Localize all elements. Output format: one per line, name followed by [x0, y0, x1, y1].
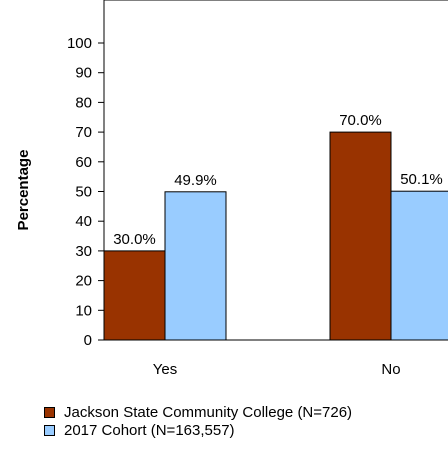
bar-no-series-1 — [390, 190, 448, 341]
data-label: 50.1% — [400, 171, 443, 188]
data-label: 70.0% — [339, 112, 382, 129]
y-tick-label: 50 — [75, 184, 92, 201]
y-tick-label: 20 — [75, 273, 92, 290]
category-label: No — [381, 361, 400, 378]
category-label: Yes — [153, 361, 177, 378]
y-tick-label: 90 — [75, 65, 92, 82]
y-tick-label: 10 — [75, 302, 92, 319]
legend-item-cohort: 2017 Cohort (N=163,557) — [44, 421, 352, 439]
legend: Jackson State Community College (N=726) … — [44, 403, 352, 439]
legend-label-college: Jackson State Community College (N=726) — [64, 403, 353, 421]
bar-no-series-0 — [329, 131, 392, 341]
data-label: 49.9% — [174, 172, 217, 189]
legend-item-college: Jackson State Community College (N=726) — [44, 403, 352, 421]
bar-yes-series-0 — [103, 250, 166, 341]
y-axis-label: Percentage — [15, 150, 32, 231]
y-tick-label: 60 — [75, 154, 92, 171]
y-tick-label: 0 — [84, 332, 92, 349]
legend-label-cohort: 2017 Cohort (N=163,557) — [64, 421, 235, 439]
plot-frame — [103, 0, 448, 341]
y-tick-label: 80 — [75, 94, 92, 111]
y-tick-label: 30 — [75, 243, 92, 260]
legend-swatch-college — [44, 406, 55, 418]
data-label: 30.0% — [113, 231, 156, 248]
y-tick-label: 100 — [67, 35, 92, 52]
bar-yes-series-1 — [164, 191, 227, 341]
y-tick-label: 70 — [75, 124, 92, 141]
y-tick-label: 40 — [75, 213, 92, 230]
legend-swatch-cohort — [44, 424, 55, 436]
